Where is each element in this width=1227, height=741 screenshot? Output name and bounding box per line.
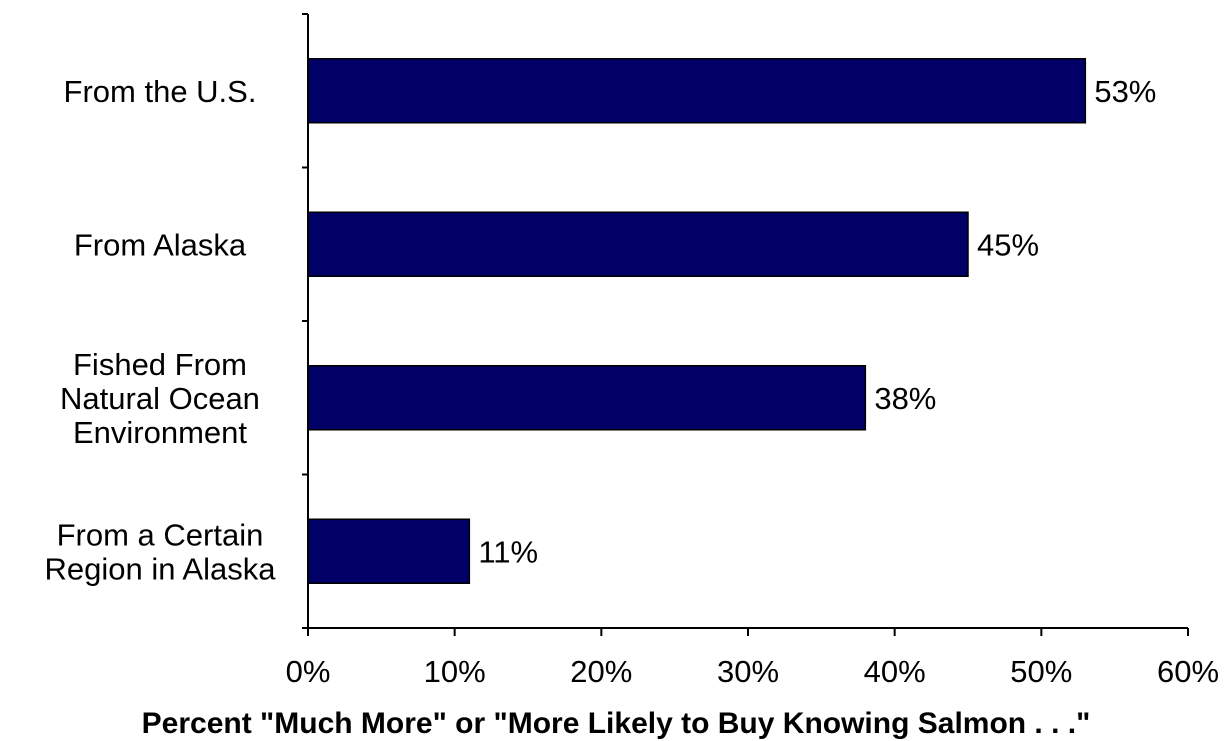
bar — [307, 58, 1087, 124]
x-tick-label: 20% — [570, 654, 632, 689]
x-tick-label: 40% — [864, 654, 926, 689]
x-axis-title: Percent "Much More" or "More Likely to B… — [142, 707, 1091, 740]
category-label: From a Certain Region in Alaska — [45, 517, 277, 586]
category-label: From the U.S. — [64, 74, 257, 109]
x-tick-label: 0% — [286, 654, 331, 689]
bar-value-label: 38% — [874, 381, 936, 416]
bar — [307, 518, 471, 584]
bar-value-label: 11% — [478, 534, 538, 569]
category-label: Fished From Natural Ocean Environment — [60, 347, 260, 450]
labels-layer: 53% From the U.S. 45% From Alaska 38% Fished … — [45, 74, 1219, 689]
x-tick-label: 30% — [717, 654, 779, 689]
bars-layer — [307, 58, 1087, 584]
bar-value-label: 53% — [1094, 74, 1156, 109]
category-label: From Alaska — [74, 227, 247, 262]
x-tick-label: 10% — [424, 654, 486, 689]
bar — [307, 211, 969, 277]
bar — [307, 365, 867, 431]
x-tick-label: 60% — [1157, 654, 1219, 689]
x-tick-label: 50% — [1010, 654, 1072, 689]
ticks-layer — [302, 13, 1189, 636]
bar-value-label: 45% — [977, 227, 1039, 262]
